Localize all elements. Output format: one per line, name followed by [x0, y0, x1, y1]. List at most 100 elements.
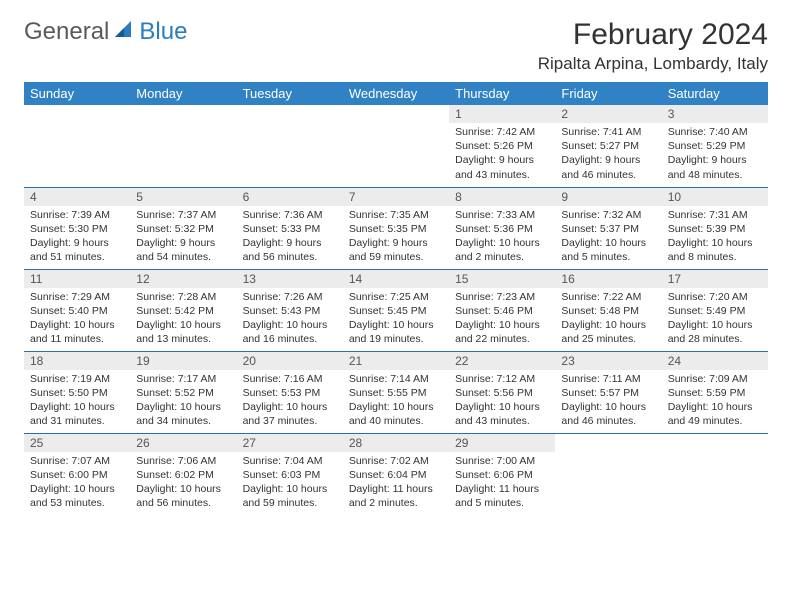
brand-part2: Blue	[139, 18, 187, 46]
day-details: Sunrise: 7:37 AMSunset: 5:32 PMDaylight:…	[130, 206, 236, 269]
day-details: Sunrise: 7:29 AMSunset: 5:40 PMDaylight:…	[24, 288, 130, 351]
day-number: 3	[662, 105, 768, 123]
calendar-day: 5Sunrise: 7:37 AMSunset: 5:32 PMDaylight…	[130, 187, 236, 269]
day-number: 5	[130, 188, 236, 206]
day-details: Sunrise: 7:09 AMSunset: 5:59 PMDaylight:…	[662, 370, 768, 433]
day-details: Sunrise: 7:33 AMSunset: 5:36 PMDaylight:…	[449, 206, 555, 269]
calendar-day: 12Sunrise: 7:28 AMSunset: 5:42 PMDayligh…	[130, 269, 236, 351]
calendar-empty	[24, 105, 130, 187]
day-number: 7	[343, 188, 449, 206]
calendar-day: 3Sunrise: 7:40 AMSunset: 5:29 PMDaylight…	[662, 105, 768, 187]
day-number: 29	[449, 434, 555, 452]
day-number: 24	[662, 352, 768, 370]
calendar-day: 11Sunrise: 7:29 AMSunset: 5:40 PMDayligh…	[24, 269, 130, 351]
day-details: Sunrise: 7:00 AMSunset: 6:06 PMDaylight:…	[449, 452, 555, 515]
calendar-day: 18Sunrise: 7:19 AMSunset: 5:50 PMDayligh…	[24, 351, 130, 433]
day-details: Sunrise: 7:04 AMSunset: 6:03 PMDaylight:…	[237, 452, 343, 515]
day-details: Sunrise: 7:19 AMSunset: 5:50 PMDaylight:…	[24, 370, 130, 433]
day-number: 15	[449, 270, 555, 288]
day-number: 23	[555, 352, 661, 370]
weekday-header: Wednesday	[343, 82, 449, 105]
day-details: Sunrise: 7:12 AMSunset: 5:56 PMDaylight:…	[449, 370, 555, 433]
day-details: Sunrise: 7:42 AMSunset: 5:26 PMDaylight:…	[449, 123, 555, 186]
day-details: Sunrise: 7:22 AMSunset: 5:48 PMDaylight:…	[555, 288, 661, 351]
day-details: Sunrise: 7:07 AMSunset: 6:00 PMDaylight:…	[24, 452, 130, 515]
day-details: Sunrise: 7:32 AMSunset: 5:37 PMDaylight:…	[555, 206, 661, 269]
calendar-week: 1Sunrise: 7:42 AMSunset: 5:26 PMDaylight…	[24, 105, 768, 187]
calendar-day: 8Sunrise: 7:33 AMSunset: 5:36 PMDaylight…	[449, 187, 555, 269]
day-number: 14	[343, 270, 449, 288]
calendar-day: 24Sunrise: 7:09 AMSunset: 5:59 PMDayligh…	[662, 351, 768, 433]
weekday-header: Monday	[130, 82, 236, 105]
day-number: 25	[24, 434, 130, 452]
calendar-week: 11Sunrise: 7:29 AMSunset: 5:40 PMDayligh…	[24, 269, 768, 351]
day-number: 27	[237, 434, 343, 452]
calendar-day: 2Sunrise: 7:41 AMSunset: 5:27 PMDaylight…	[555, 105, 661, 187]
calendar-week: 25Sunrise: 7:07 AMSunset: 6:00 PMDayligh…	[24, 433, 768, 515]
day-details: Sunrise: 7:06 AMSunset: 6:02 PMDaylight:…	[130, 452, 236, 515]
day-details: Sunrise: 7:35 AMSunset: 5:35 PMDaylight:…	[343, 206, 449, 269]
day-number: 11	[24, 270, 130, 288]
day-details: Sunrise: 7:14 AMSunset: 5:55 PMDaylight:…	[343, 370, 449, 433]
calendar-day: 19Sunrise: 7:17 AMSunset: 5:52 PMDayligh…	[130, 351, 236, 433]
day-number: 21	[343, 352, 449, 370]
day-details: Sunrise: 7:40 AMSunset: 5:29 PMDaylight:…	[662, 123, 768, 186]
day-number: 17	[662, 270, 768, 288]
calendar-day: 9Sunrise: 7:32 AMSunset: 5:37 PMDaylight…	[555, 187, 661, 269]
calendar-day: 14Sunrise: 7:25 AMSunset: 5:45 PMDayligh…	[343, 269, 449, 351]
calendar-empty	[555, 433, 661, 515]
calendar-day: 28Sunrise: 7:02 AMSunset: 6:04 PMDayligh…	[343, 433, 449, 515]
calendar-day: 4Sunrise: 7:39 AMSunset: 5:30 PMDaylight…	[24, 187, 130, 269]
calendar-day: 1Sunrise: 7:42 AMSunset: 5:26 PMDaylight…	[449, 105, 555, 187]
day-number: 4	[24, 188, 130, 206]
header: General Blue February 2024 Ripalta Arpin…	[24, 18, 768, 74]
calendar-empty	[662, 433, 768, 515]
calendar-day: 23Sunrise: 7:11 AMSunset: 5:57 PMDayligh…	[555, 351, 661, 433]
calendar-day: 17Sunrise: 7:20 AMSunset: 5:49 PMDayligh…	[662, 269, 768, 351]
day-number: 6	[237, 188, 343, 206]
day-number: 19	[130, 352, 236, 370]
day-number: 20	[237, 352, 343, 370]
calendar-day: 26Sunrise: 7:06 AMSunset: 6:02 PMDayligh…	[130, 433, 236, 515]
title-block: February 2024 Ripalta Arpina, Lombardy, …	[538, 18, 768, 74]
day-number: 28	[343, 434, 449, 452]
day-details: Sunrise: 7:31 AMSunset: 5:39 PMDaylight:…	[662, 206, 768, 269]
calendar-empty	[237, 105, 343, 187]
day-number: 2	[555, 105, 661, 123]
day-number: 13	[237, 270, 343, 288]
calendar-day: 15Sunrise: 7:23 AMSunset: 5:46 PMDayligh…	[449, 269, 555, 351]
day-number: 8	[449, 188, 555, 206]
day-details: Sunrise: 7:17 AMSunset: 5:52 PMDaylight:…	[130, 370, 236, 433]
day-details: Sunrise: 7:23 AMSunset: 5:46 PMDaylight:…	[449, 288, 555, 351]
brand-part1: General	[24, 18, 109, 46]
day-details: Sunrise: 7:25 AMSunset: 5:45 PMDaylight:…	[343, 288, 449, 351]
day-details: Sunrise: 7:16 AMSunset: 5:53 PMDaylight:…	[237, 370, 343, 433]
day-details: Sunrise: 7:26 AMSunset: 5:43 PMDaylight:…	[237, 288, 343, 351]
calendar-day: 29Sunrise: 7:00 AMSunset: 6:06 PMDayligh…	[449, 433, 555, 515]
day-number: 26	[130, 434, 236, 452]
calendar-day: 7Sunrise: 7:35 AMSunset: 5:35 PMDaylight…	[343, 187, 449, 269]
calendar-day: 27Sunrise: 7:04 AMSunset: 6:03 PMDayligh…	[237, 433, 343, 515]
day-details: Sunrise: 7:11 AMSunset: 5:57 PMDaylight:…	[555, 370, 661, 433]
calendar-empty	[343, 105, 449, 187]
calendar-day: 20Sunrise: 7:16 AMSunset: 5:53 PMDayligh…	[237, 351, 343, 433]
calendar-day: 22Sunrise: 7:12 AMSunset: 5:56 PMDayligh…	[449, 351, 555, 433]
calendar-body: 1Sunrise: 7:42 AMSunset: 5:26 PMDaylight…	[24, 105, 768, 515]
day-number: 9	[555, 188, 661, 206]
day-number: 10	[662, 188, 768, 206]
day-details: Sunrise: 7:28 AMSunset: 5:42 PMDaylight:…	[130, 288, 236, 351]
calendar-week: 4Sunrise: 7:39 AMSunset: 5:30 PMDaylight…	[24, 187, 768, 269]
weekday-header: Saturday	[662, 82, 768, 105]
day-number: 16	[555, 270, 661, 288]
calendar-day: 16Sunrise: 7:22 AMSunset: 5:48 PMDayligh…	[555, 269, 661, 351]
calendar-table: SundayMondayTuesdayWednesdayThursdayFrid…	[24, 82, 768, 515]
brand-logo: General Blue	[24, 18, 187, 46]
location-subtitle: Ripalta Arpina, Lombardy, Italy	[538, 54, 768, 74]
calendar-day: 6Sunrise: 7:36 AMSunset: 5:33 PMDaylight…	[237, 187, 343, 269]
day-details: Sunrise: 7:20 AMSunset: 5:49 PMDaylight:…	[662, 288, 768, 351]
calendar-day: 10Sunrise: 7:31 AMSunset: 5:39 PMDayligh…	[662, 187, 768, 269]
calendar-day: 25Sunrise: 7:07 AMSunset: 6:00 PMDayligh…	[24, 433, 130, 515]
day-details: Sunrise: 7:41 AMSunset: 5:27 PMDaylight:…	[555, 123, 661, 186]
day-details: Sunrise: 7:36 AMSunset: 5:33 PMDaylight:…	[237, 206, 343, 269]
weekday-row: SundayMondayTuesdayWednesdayThursdayFrid…	[24, 82, 768, 105]
